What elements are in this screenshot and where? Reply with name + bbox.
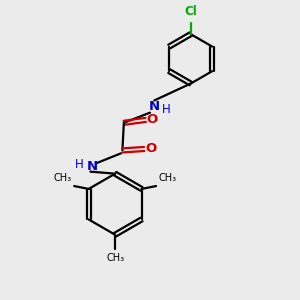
Text: O: O (145, 142, 156, 155)
Text: N: N (149, 100, 160, 113)
Text: H: H (162, 103, 171, 116)
Text: CH₃: CH₃ (106, 253, 124, 263)
Text: O: O (146, 113, 158, 126)
Text: CH₃: CH₃ (158, 172, 176, 182)
Text: CH₃: CH₃ (54, 172, 72, 182)
Text: N: N (86, 160, 98, 173)
Text: Cl: Cl (184, 5, 197, 18)
Text: H: H (75, 158, 84, 171)
